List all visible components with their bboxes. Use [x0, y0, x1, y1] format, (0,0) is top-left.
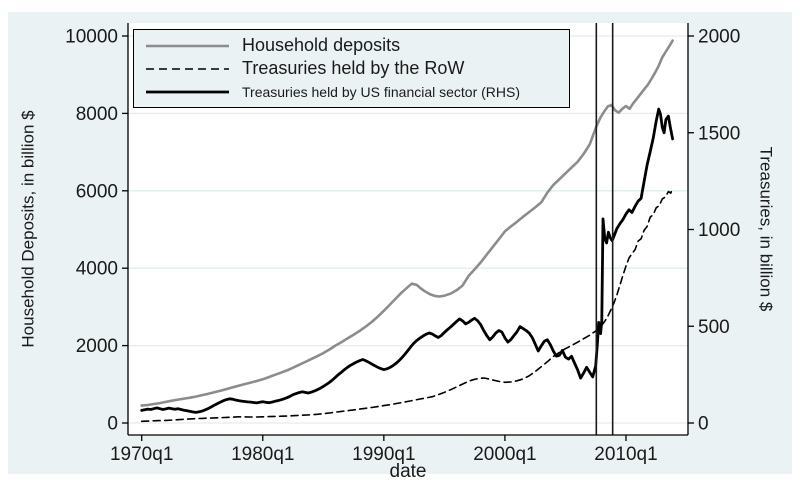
y-tick-label-right: 500 [698, 317, 730, 338]
legend-item-household-deposits: Household deposits [134, 34, 569, 57]
y-tick-label-right: 0 [698, 414, 709, 435]
y-tick-label-left: 8000 [76, 104, 118, 125]
legend-swatch-line-icon [146, 43, 229, 49]
legend-item-treasuries-row: Treasuries held by the RoW [134, 57, 569, 80]
x-tick-label: 1970q1 [110, 444, 173, 465]
y-axis-title-left: Household Deposits, in billion $ [18, 110, 38, 348]
x-tick-label: 2000q1 [473, 444, 536, 465]
legend-swatch-line-icon [146, 89, 229, 95]
x-tick-label: 1980q1 [231, 444, 294, 465]
y-tick-label-right: 1500 [698, 123, 740, 144]
legend: Household deposits Treasuries held by th… [133, 29, 570, 108]
y-axis-title-right: Treasuries, in billion $ [756, 146, 776, 312]
y-tick-label-left: 6000 [76, 181, 118, 202]
y-tick-label-right: 1000 [698, 220, 740, 241]
legend-label: Treasuries held by the RoW [242, 58, 465, 78]
legend-item-treasuries-us-financial: Treasuries held by US financial sector (… [134, 80, 569, 103]
y-tick-label-left: 4000 [76, 259, 118, 280]
x-tick-label: 2010q1 [594, 444, 657, 465]
x-axis-title: date [389, 461, 427, 482]
legend-label: Household deposits [242, 35, 401, 55]
y-tick-label-left: 10000 [65, 27, 118, 48]
x-tick-label: 1990q1 [352, 444, 415, 465]
legend-label: Treasuries held by US financial sector (… [242, 83, 521, 100]
legend-swatch-dashed-line-icon [146, 66, 229, 72]
series-line-2 [140, 107, 674, 414]
y-tick-label-left: 2000 [76, 336, 118, 357]
y-tick-label-left: 0 [107, 414, 118, 435]
y-tick-label-right: 2000 [698, 27, 740, 48]
